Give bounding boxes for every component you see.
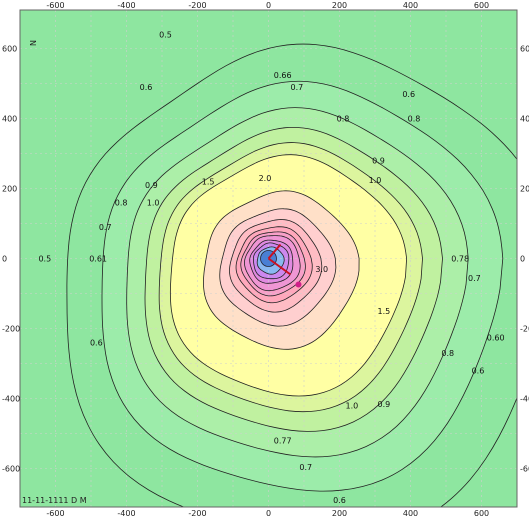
- contour-label-23: 0.6: [472, 367, 485, 376]
- contour-fills: [66, 44, 517, 507]
- receptor-point: [295, 281, 302, 288]
- y-tick-right--200: -200: [520, 325, 529, 334]
- y-tick-left--600: -600: [2, 465, 20, 474]
- contour-label-19: 0.78: [451, 255, 469, 264]
- contour-label-15: 0.61: [89, 255, 107, 264]
- contour-lines: [66, 43, 517, 507]
- contour-label-18: 1.5: [378, 307, 391, 316]
- y-tick-right-0: 0: [520, 255, 525, 264]
- y-tick-left-400: 400: [2, 115, 17, 124]
- contour-label-0: 0.5: [159, 31, 172, 40]
- contour-line-10: [240, 231, 306, 297]
- x-tick-top-0: 0: [266, 1, 271, 10]
- contour-label-13: 0.8: [115, 199, 128, 208]
- contour-line-1: [101, 80, 504, 492]
- x-tick-top-600: 600: [474, 1, 489, 10]
- y-tick-right-400: 400: [520, 115, 529, 124]
- y-tick-left-600: 600: [2, 45, 17, 54]
- y-tick-right--600: -600: [520, 465, 529, 474]
- contour-label-16: 0.5: [38, 255, 51, 264]
- contour-line-8: [229, 219, 323, 313]
- contour-label-7: 0.9: [372, 157, 385, 166]
- y-tick-right-200: 200: [520, 185, 529, 194]
- contour-line-2: [126, 107, 469, 458]
- y-tick-right--400: -400: [520, 395, 529, 404]
- contour-label-21: 0.60: [487, 333, 505, 342]
- y-tick-left-0: 0: [2, 255, 7, 264]
- contour-label-11: 0.9: [145, 181, 158, 190]
- contour-label-1: 0.6: [140, 83, 153, 92]
- contour-label-14: 0.7: [99, 223, 112, 232]
- y-tick-left-200: 200: [2, 185, 17, 194]
- contour-line-7: [219, 208, 337, 327]
- contour-line-11: [244, 235, 301, 292]
- x-tick-top--200: -200: [188, 1, 206, 10]
- contour-line-13: [252, 242, 290, 280]
- contour-line-4: [158, 142, 423, 413]
- timestamp-label: 11-11-1111 D M: [22, 496, 87, 505]
- contour-label-8: 1.0: [369, 176, 382, 185]
- contour-label-6: 0.6: [402, 90, 415, 99]
- y-tick-left--200: -200: [2, 325, 20, 334]
- contour-line-5: [169, 154, 408, 397]
- x-tick-top--600: -600: [46, 1, 64, 10]
- source-marker: [260, 243, 302, 288]
- north-label: N: [29, 40, 38, 46]
- x-tick-bottom-400: 400: [403, 509, 418, 517]
- y-tick-right-600: 600: [520, 45, 529, 54]
- contour-label-29: 0.6: [333, 496, 346, 505]
- contour-label-3: 0.7: [291, 83, 304, 92]
- contour-label-22: 0.8: [441, 349, 454, 358]
- x-tick-top-400: 400: [403, 1, 418, 10]
- contour-label-9: 1.5: [202, 178, 215, 187]
- contour-label-10: 2.0: [259, 174, 272, 183]
- contour-line-3: [144, 126, 443, 432]
- x-tick-top--400: -400: [117, 1, 135, 10]
- x-tick-bottom--200: -200: [188, 509, 206, 517]
- contour-label-27: 0.77: [274, 437, 292, 446]
- contour-line-6: [203, 190, 360, 350]
- contour-label-17: 3.0: [315, 265, 328, 274]
- wind-arrow-up: [267, 243, 282, 260]
- x-tick-bottom-200: 200: [332, 509, 347, 517]
- contour-label-20: 0.7: [468, 274, 481, 283]
- contour-line-14: [256, 246, 285, 275]
- contour-label-28: 0.7: [299, 463, 312, 472]
- wind-arrow-down: [267, 257, 292, 276]
- contour-label-4: 0.8: [337, 115, 350, 124]
- contour-line-0: [66, 43, 517, 507]
- plot-border: [19, 9, 518, 508]
- contour-label-2: 0.66: [274, 71, 292, 80]
- contour-label-26: 0.9: [378, 400, 391, 409]
- x-tick-bottom-0: 0: [266, 509, 271, 517]
- y-tick-left--400: -400: [2, 395, 20, 404]
- contour-label-25: 1.0: [346, 402, 359, 411]
- x-tick-bottom--600: -600: [46, 509, 64, 517]
- x-tick-bottom-600: 600: [474, 509, 489, 517]
- contour-label-24: 0.6: [90, 339, 103, 348]
- contour-label-5: 0.8: [408, 115, 421, 124]
- x-tick-bottom--400: -400: [117, 509, 135, 517]
- contour-line-9: [235, 226, 313, 304]
- contour-label-12: 1.0: [147, 199, 160, 208]
- contour-labels: 0.5 0.6 0.66 0.7 0.8 0.8 0.6 0.9 1.0 1.5 2.0 0.9 1.0…: [38, 31, 504, 506]
- x-tick-top-200: 200: [332, 1, 347, 10]
- contour-line-12: [249, 239, 294, 284]
